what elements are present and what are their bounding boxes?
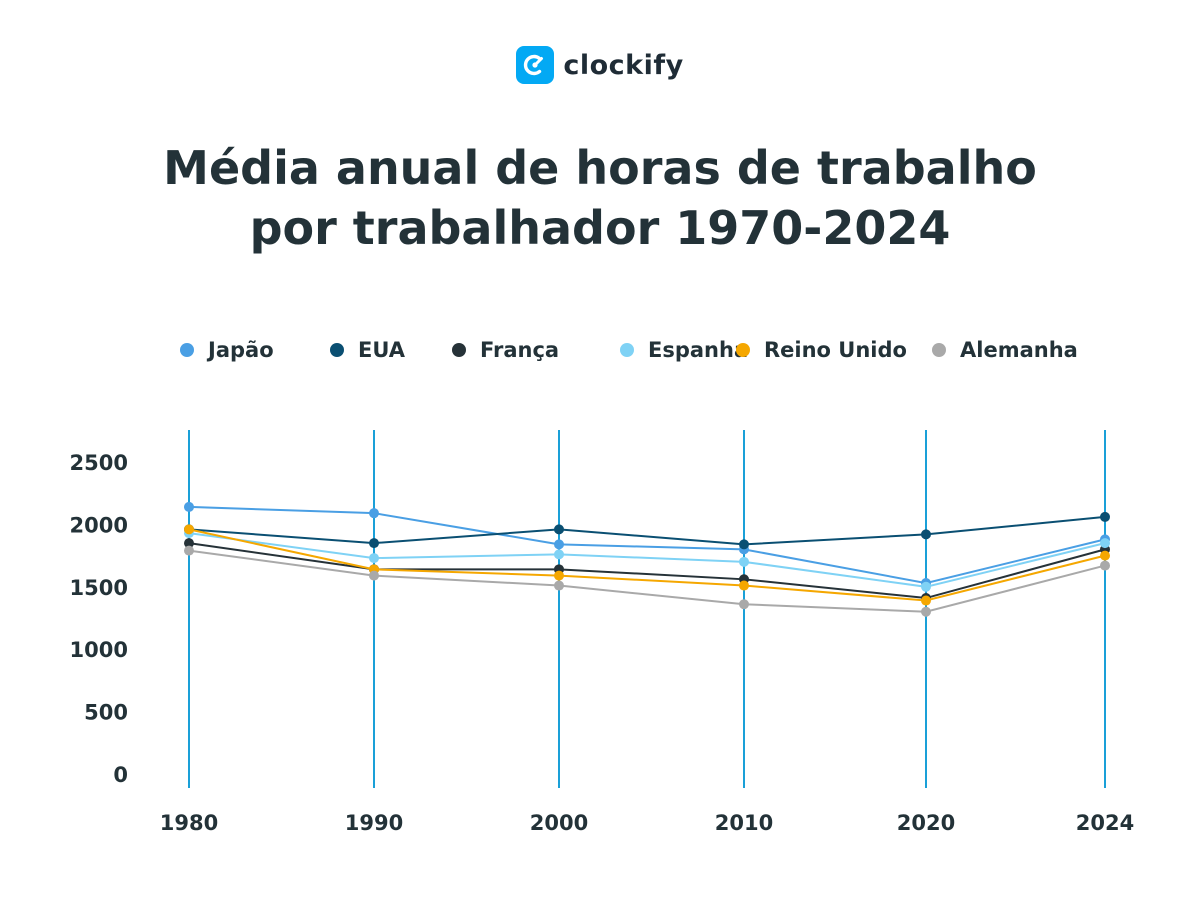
series-line-4	[188, 528, 1106, 602]
legend-label: Alemanha	[960, 338, 1078, 362]
legend-dot-icon	[932, 343, 946, 357]
data-point	[739, 539, 749, 550]
data-point	[184, 545, 194, 556]
data-point	[554, 580, 564, 591]
data-point	[739, 580, 749, 591]
data-point	[739, 556, 749, 567]
series-line-2	[188, 542, 1106, 600]
y-tick-label: 2500	[70, 451, 128, 475]
data-point	[1100, 538, 1110, 549]
data-point	[1100, 550, 1110, 561]
data-point	[921, 581, 931, 592]
data-point	[554, 549, 564, 560]
x-tick-label: 1980	[160, 811, 218, 835]
brand-header: clockify	[0, 46, 1200, 84]
brand-name: clockify	[563, 49, 684, 81]
legend-item: Espanha	[620, 338, 748, 362]
data-point	[369, 538, 379, 549]
data-point	[1100, 560, 1110, 571]
clockify-logo-icon	[516, 46, 555, 84]
legend-item: Japão	[180, 338, 274, 362]
legend-dot-icon	[736, 343, 750, 357]
data-point	[184, 524, 194, 535]
data-point	[369, 570, 379, 581]
data-point	[739, 599, 749, 610]
chart-legend: Japão EUA França Espanha Reino Unido Alemanha	[180, 338, 1100, 368]
y-tick-label: 500	[84, 701, 128, 725]
legend-dot-icon	[620, 343, 634, 357]
chart-title: Média anual de horas de trabalho por tra…	[0, 138, 1200, 258]
legend-label: EUA	[358, 338, 406, 362]
data-point	[184, 538, 194, 549]
x-tick-label: 1990	[345, 811, 403, 835]
data-point	[369, 553, 379, 564]
y-tick-label: 1500	[70, 576, 128, 600]
legend-label: Japão	[208, 338, 274, 362]
data-point	[184, 501, 194, 512]
legend-label: Reino Unido	[764, 338, 907, 362]
data-point	[369, 508, 379, 519]
data-point	[921, 529, 931, 540]
data-point	[921, 595, 931, 606]
y-tick-label: 2000	[70, 513, 128, 537]
x-tick-label: 2010	[715, 811, 773, 835]
data-point	[921, 606, 931, 617]
legend-dot-icon	[330, 343, 344, 357]
chart-title-line-1: Média anual de horas de trabalho	[163, 141, 1037, 195]
legend-item: EUA	[330, 338, 405, 362]
series-line-1	[188, 515, 1106, 546]
x-tick-label: 2020	[897, 811, 955, 835]
series-line-3	[188, 532, 1106, 588]
chart-title-line-2: por trabalhador 1970-2024	[249, 201, 951, 255]
legend-item: Reino Unido	[736, 338, 907, 362]
x-tick-label: 2024	[1076, 811, 1134, 835]
data-point	[554, 524, 564, 535]
y-tick-label: 0	[113, 763, 128, 787]
legend-item: França	[452, 338, 559, 362]
legend-dot-icon	[180, 343, 194, 357]
legend-label: Espanha	[648, 338, 749, 362]
data-point	[554, 570, 564, 581]
legend-item: Alemanha	[932, 338, 1078, 362]
x-tick-label: 2000	[530, 811, 588, 835]
legend-dot-icon	[452, 343, 466, 357]
y-tick-label: 1000	[70, 638, 128, 662]
data-point	[1100, 511, 1110, 522]
legend-label: França	[480, 338, 560, 362]
data-point	[554, 539, 564, 550]
series-line-0	[188, 505, 1106, 585]
series-line-5	[188, 549, 1106, 613]
